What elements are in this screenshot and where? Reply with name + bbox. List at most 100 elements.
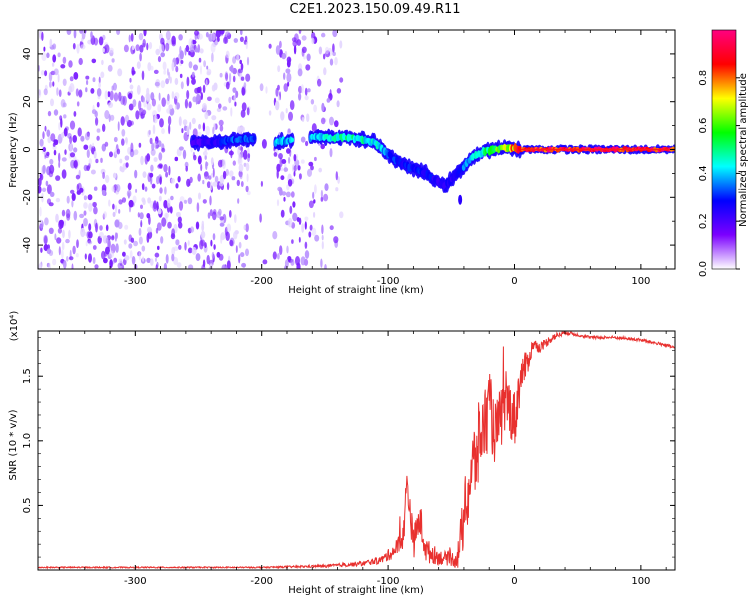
spectrogram-noise-cell xyxy=(46,129,51,137)
spectrogram-noise-cell xyxy=(323,67,327,76)
spectrogram-noise-cell xyxy=(42,147,46,152)
spectrogram-noise-cell xyxy=(69,142,73,153)
spectrogram-noise-cell xyxy=(96,135,100,141)
spectrogram-noise-cell xyxy=(300,256,306,266)
spectrogram-x-axis-label: Height of straight line (km) xyxy=(288,285,424,296)
spectrogram-noise-cell xyxy=(46,52,50,59)
spectrogram-noise-cell xyxy=(90,169,96,175)
spectrogram-noise-cell xyxy=(44,235,48,245)
spectrogram-noise-cell xyxy=(88,202,93,212)
spectrogram-noise-cell xyxy=(124,224,129,230)
y-tick-label: -20 xyxy=(22,189,33,205)
spectrogram-noise-cell xyxy=(202,151,208,156)
spectrogram-noise-cell xyxy=(80,44,86,50)
spectrogram-noise-cell xyxy=(278,153,283,160)
spectrogram-noise-cell xyxy=(56,87,59,96)
spectrogram-noise-cell xyxy=(293,171,296,177)
spectrogram-noise-cell xyxy=(115,243,119,253)
spectrogram-noise-cell xyxy=(294,159,300,167)
spectrogram-noise-cell xyxy=(204,111,209,120)
spectrogram-noise-cell xyxy=(105,237,109,244)
spectrogram-noise-cell xyxy=(243,82,247,89)
spectrogram-noise-cell xyxy=(57,73,60,83)
spectrogram-noise-cell xyxy=(134,169,138,179)
spectrogram-noise-cell xyxy=(73,72,79,80)
spectrogram-noise-cell xyxy=(188,50,191,56)
y-tick-label: 0.5 xyxy=(22,497,33,513)
spectrogram-noise-cell xyxy=(131,255,136,265)
spectrogram-noise-cell xyxy=(161,97,166,107)
spectrogram-noise-cell xyxy=(240,146,244,153)
spectrogram-noise-cell xyxy=(173,257,179,265)
spectrogram-noise-cell xyxy=(141,70,145,81)
spectrogram-noise-cell xyxy=(179,45,182,56)
spectrogram-noise-cell xyxy=(283,83,289,92)
spectrogram-noise-cell xyxy=(86,80,89,85)
spectrogram-noise-cell xyxy=(228,96,232,104)
spectrogram-noise-cell xyxy=(286,245,289,254)
spectrogram-noise-cell xyxy=(124,155,130,161)
spectrogram-noise-cell xyxy=(301,223,305,233)
spectrogram-noise-cell xyxy=(57,52,61,58)
spectrogram-noise-cell xyxy=(75,253,79,258)
spectrogram-noise-cell xyxy=(221,264,226,269)
spectrogram-noise-cell xyxy=(48,262,51,269)
spectrogram-noise-cell xyxy=(109,90,114,101)
spectrogram-noise-cell xyxy=(211,251,215,259)
spectrogram-noise-cell xyxy=(292,201,296,208)
spectrogram-noise-cell xyxy=(235,90,239,99)
colorbar-gradient xyxy=(711,29,737,270)
spectrogram-noise-cell xyxy=(160,80,166,89)
spectrogram-noise-cell xyxy=(94,264,99,269)
spectrogram-noise-cell xyxy=(336,88,342,94)
spectrogram-noise-cell xyxy=(38,89,42,99)
spectrogram-noise-cell xyxy=(300,136,306,143)
spectrogram-noise-cell xyxy=(246,56,250,66)
spectrogram-noise-cell xyxy=(39,172,42,179)
spectrogram-noise-cell xyxy=(129,250,133,259)
spectrogram-noise-cell xyxy=(229,170,234,177)
spectrogram-noise-cell xyxy=(150,148,156,156)
spectrogram-noise-cell xyxy=(289,100,295,111)
spectrogram-noise-cell xyxy=(212,167,215,178)
spectrogram-noise-cell xyxy=(128,243,133,249)
spectrogram-noise-cell xyxy=(199,48,204,54)
spectrogram-noise-cell xyxy=(225,81,230,90)
spectrogram-noise-cell xyxy=(168,104,173,110)
spectrogram-noise-cell xyxy=(186,125,190,136)
snr-series-line xyxy=(38,331,675,570)
spectrogram-noise-cell xyxy=(309,224,313,231)
spectrogram-noise-cell xyxy=(245,223,249,233)
spectrogram-noise-cell xyxy=(72,43,76,50)
spectrogram-noise-cell xyxy=(153,69,159,74)
spectrogram-noise-cell xyxy=(225,31,231,36)
spectrogram-noise-cell xyxy=(142,109,147,116)
spectrogram-noise-cell xyxy=(187,247,193,254)
spectrogram-noise-cell xyxy=(307,88,311,93)
spectrogram-noise-cell xyxy=(237,153,242,164)
spectrogram-noise-cell xyxy=(124,114,130,123)
spectrogram-noise-cell xyxy=(220,232,226,241)
spectrogram-noise-cell xyxy=(120,116,125,126)
spectrogram-noise-cell xyxy=(142,171,147,179)
colorbar-tick-label: 0.6 xyxy=(698,118,709,134)
spectrogram-noise-cell xyxy=(193,64,198,71)
spectrogram-noise-cell xyxy=(113,136,118,143)
spectrogram-noise-cell xyxy=(298,173,302,180)
spectrogram-noise-cell xyxy=(303,55,306,60)
spectrogram-noise-cell xyxy=(95,158,99,164)
spectrogram-noise-cell xyxy=(333,236,339,244)
spectrogram-noise-cell xyxy=(162,61,167,71)
spectrogram-noise-cell xyxy=(199,239,204,250)
spectrogram-noise-cell xyxy=(279,245,283,256)
spectrogram-noise-cell xyxy=(155,264,158,269)
spectrogram-noise-cell xyxy=(117,121,120,132)
spectrogram-noise-cell xyxy=(87,194,93,201)
spectrogram-noise-cell xyxy=(168,165,171,176)
spectrogram-noise-cell xyxy=(40,69,45,76)
spectrogram-noise-cell xyxy=(206,65,209,70)
spectrogram-noise-cell xyxy=(122,95,127,106)
spectrogram-noise-cell xyxy=(171,253,175,262)
spectrogram-noise-cell xyxy=(42,131,45,140)
spectrogram-noise-cell xyxy=(213,82,218,91)
